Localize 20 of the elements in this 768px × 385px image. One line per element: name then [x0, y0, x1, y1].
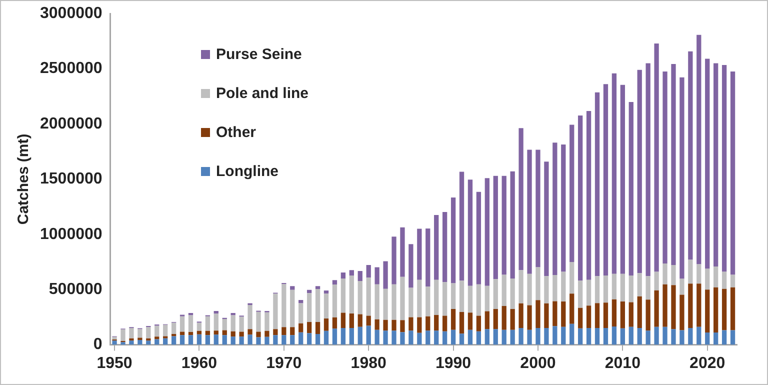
y-axis-title: Catches (mt) [15, 134, 32, 225]
x-tick-label: 1990 [435, 354, 472, 372]
y-tick-label: 500000 [48, 281, 102, 298]
y-tick-label: 2500000 [40, 60, 102, 78]
x-tick-label: 1960 [181, 354, 218, 372]
x-tick-label: 1950 [96, 354, 132, 372]
y-tick-label: 1000000 [40, 226, 102, 243]
legend-label: Pole and line [216, 85, 309, 102]
y-tick-label: 1500000 [40, 170, 102, 188]
legend-label: Other [216, 124, 256, 141]
y-tick-label: 2000000 [40, 115, 102, 132]
legend-label: Purse Seine [216, 46, 302, 63]
x-tick-label: 2020 [690, 354, 726, 372]
x-tick-label: 1980 [350, 354, 386, 372]
legend-label: Longline [216, 163, 278, 180]
x-tick-label: 1970 [266, 354, 302, 372]
x-tick-label: 2010 [604, 354, 641, 372]
y-tick-label: 3000000 [40, 5, 102, 22]
x-tick-label: 2000 [520, 354, 556, 372]
y-tick-label: 0 [93, 336, 102, 354]
